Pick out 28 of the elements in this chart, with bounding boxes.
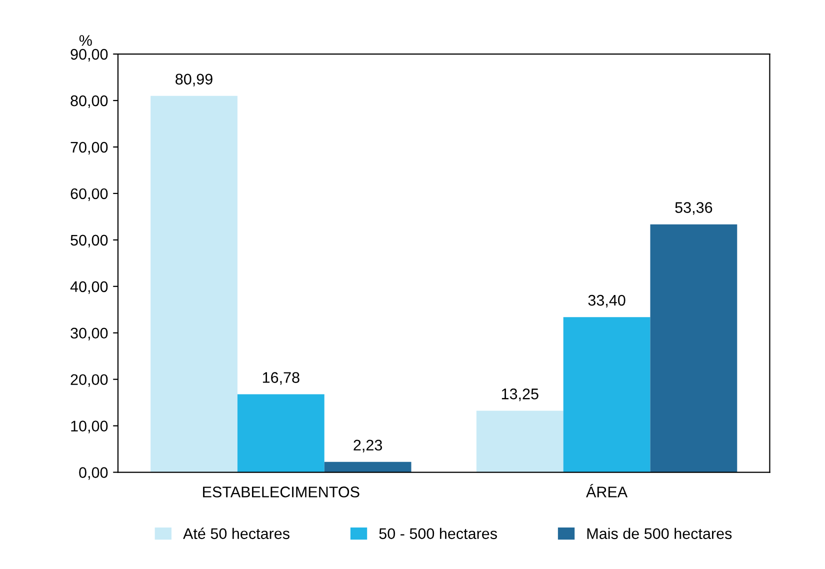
y-tick-label: 90,00 xyxy=(70,48,108,62)
y-tick-label: 10,00 xyxy=(71,420,108,434)
bar xyxy=(476,410,564,472)
x-tick-label: ESTABELECIMENTOS xyxy=(203,486,360,498)
data-label: 53,36 xyxy=(675,202,712,215)
legend-label: Mais de 500 hectares xyxy=(587,528,732,540)
bar xyxy=(237,394,324,472)
y-tick-label: 60,00 xyxy=(70,188,108,201)
y-tick-label: 80,00 xyxy=(70,95,108,108)
bar xyxy=(324,462,412,472)
data-label: 16,78 xyxy=(262,372,300,385)
y-tick-label: 70,00 xyxy=(70,142,108,154)
legend-label: Até 50 hectares xyxy=(183,528,290,540)
bar xyxy=(650,224,738,472)
y-tick-label: 50,00 xyxy=(70,234,108,248)
y-tick-label: 20,00 xyxy=(70,374,108,387)
data-label: 2,23 xyxy=(354,440,382,452)
data-label: 33,40 xyxy=(588,294,626,308)
y-tick-label: 30,00 xyxy=(70,328,108,340)
x-tick-label: ÁREA xyxy=(586,484,628,498)
bar xyxy=(563,317,650,472)
data-label: 13,25 xyxy=(502,388,538,402)
data-label: 80,99 xyxy=(176,74,212,86)
y-tick-label: 40,00 xyxy=(70,281,108,294)
bar xyxy=(150,96,238,472)
y-tick-label: 0,00 xyxy=(79,467,108,480)
legend-label: 50 - 500 hectares xyxy=(379,528,497,540)
y-axis-title: % xyxy=(79,35,92,46)
